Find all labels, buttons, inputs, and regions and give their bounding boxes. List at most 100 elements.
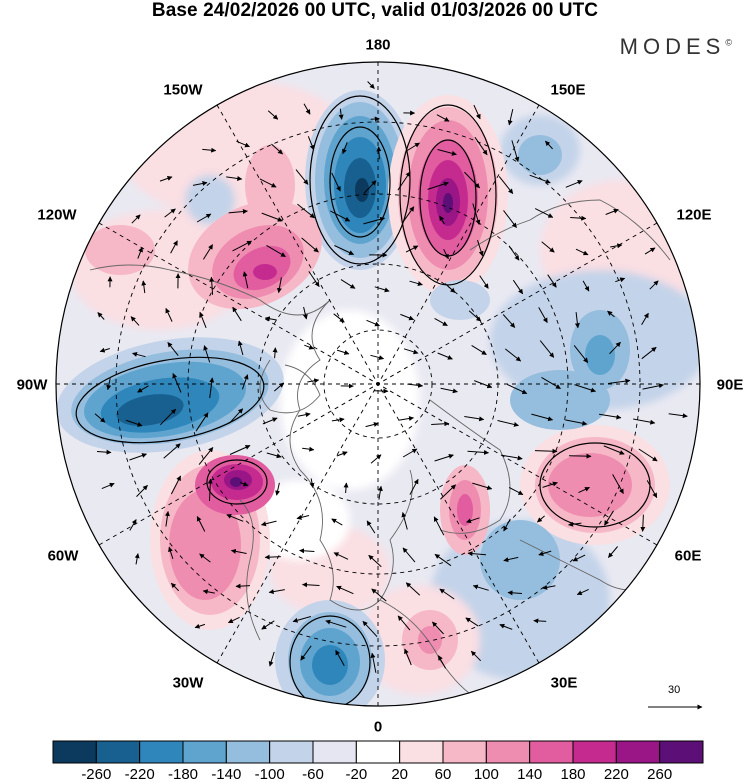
wind-vector xyxy=(334,245,355,255)
wind-vector xyxy=(363,216,386,225)
brand-logo: MODES© xyxy=(620,34,732,60)
wind-vector xyxy=(471,344,487,356)
wind-vector xyxy=(440,484,456,500)
wind-vector xyxy=(340,279,356,289)
wind-vector xyxy=(576,588,589,596)
wind-vector xyxy=(242,271,249,289)
wind-vector xyxy=(203,345,211,363)
wind-vector xyxy=(610,243,623,249)
wind-vector xyxy=(336,451,348,457)
wind-vector xyxy=(202,589,215,595)
wind-vector xyxy=(237,340,244,356)
contour-lines xyxy=(75,95,651,706)
wind-vector xyxy=(125,419,143,427)
wind-vector xyxy=(170,240,178,254)
wind-vector xyxy=(439,215,445,225)
wind-vector xyxy=(507,108,514,126)
wind-vector xyxy=(542,481,558,488)
colorbar-tick-label: -60 xyxy=(302,766,324,783)
wind-vector xyxy=(366,319,380,327)
colorbar-swatch xyxy=(615,740,661,764)
wind-vector xyxy=(132,352,146,358)
wind-vector xyxy=(542,584,556,590)
wind-vector xyxy=(307,136,315,151)
wind-vector xyxy=(479,275,489,289)
wind-vector xyxy=(370,354,385,360)
wind-vector xyxy=(401,512,408,530)
lon-label-30w: 30W xyxy=(172,674,204,692)
colorbar-swatch xyxy=(225,740,271,764)
wind-vector xyxy=(268,589,285,595)
wind-vector xyxy=(163,443,181,459)
wind-vector xyxy=(502,314,516,328)
colorbar-swatch xyxy=(442,740,487,764)
wind-vector xyxy=(99,347,110,353)
wind-vector xyxy=(404,648,412,666)
lon-label-120w: 120W xyxy=(37,206,77,224)
wind-vector xyxy=(363,180,377,194)
wind-vector xyxy=(545,140,553,150)
wind-vector xyxy=(266,244,286,258)
lon-label-120e: 120E xyxy=(676,206,712,224)
wind-vector xyxy=(575,248,589,256)
colorbar-swatch xyxy=(399,740,444,764)
wind-vector xyxy=(503,556,519,563)
anomaly-center-high-150e xyxy=(388,95,508,295)
wind-vector xyxy=(170,475,182,495)
wind-vector xyxy=(164,511,170,527)
wind-vector xyxy=(503,210,517,228)
wind-vector xyxy=(641,346,657,360)
wind-vector xyxy=(570,215,587,221)
wind-vector xyxy=(232,306,242,322)
wind-vector xyxy=(226,175,243,181)
lon-label-180: 180 xyxy=(365,36,391,54)
brand-text: MODES xyxy=(619,34,726,59)
wind-vector xyxy=(529,174,551,184)
wind-vector xyxy=(642,383,664,390)
wind-vector xyxy=(467,449,489,455)
wind-vector xyxy=(439,588,455,600)
wind-vector xyxy=(168,546,174,560)
lon-label-150w: 150W xyxy=(163,81,203,99)
colorbar-tick-label: -140 xyxy=(211,766,242,783)
wind-vector xyxy=(506,383,528,395)
wind-vector xyxy=(472,584,489,591)
wind-vector xyxy=(470,650,482,662)
wind-vector xyxy=(137,385,149,393)
lon-label-30e: 30E xyxy=(550,674,578,692)
colorbar-swatch xyxy=(269,740,314,764)
graticule xyxy=(56,62,700,706)
colorbar-tick-label: -100 xyxy=(254,766,285,783)
colorbar-swatch xyxy=(182,740,227,764)
colorbar-tick-label: -180 xyxy=(167,766,199,783)
wind-vector xyxy=(402,448,418,458)
wind-vector xyxy=(195,412,209,432)
anomaly-center-low-east-siberia xyxy=(430,135,562,320)
wind-vector xyxy=(467,551,487,557)
wind-vector xyxy=(304,344,315,350)
wind-vector xyxy=(325,619,347,628)
colorbar-swatch xyxy=(572,740,617,764)
wind-vector xyxy=(230,548,247,554)
colorbar-tick-label: -260 xyxy=(81,766,112,783)
wind-vector xyxy=(235,583,251,589)
wind-vector xyxy=(472,482,493,491)
wind-vector xyxy=(474,136,488,156)
wind-vector xyxy=(406,142,420,152)
wind-vector xyxy=(568,453,592,459)
wind-vector xyxy=(101,482,115,490)
wind-vector xyxy=(538,307,548,324)
wind-vector xyxy=(336,585,354,595)
wind-vector xyxy=(297,412,311,418)
colorbar-tick-label: 100 xyxy=(473,766,499,783)
wind-vector xyxy=(537,515,545,523)
wind-vector xyxy=(295,169,309,185)
colorbar-tick-label: -220 xyxy=(124,766,155,783)
wind-vector xyxy=(405,582,421,596)
wind-vector xyxy=(368,554,382,568)
lon-label-150e: 150E xyxy=(550,81,586,99)
wind-vector xyxy=(432,621,444,635)
wind-vector xyxy=(547,274,557,288)
wind-vector xyxy=(343,482,349,494)
wind-vector xyxy=(377,485,383,500)
